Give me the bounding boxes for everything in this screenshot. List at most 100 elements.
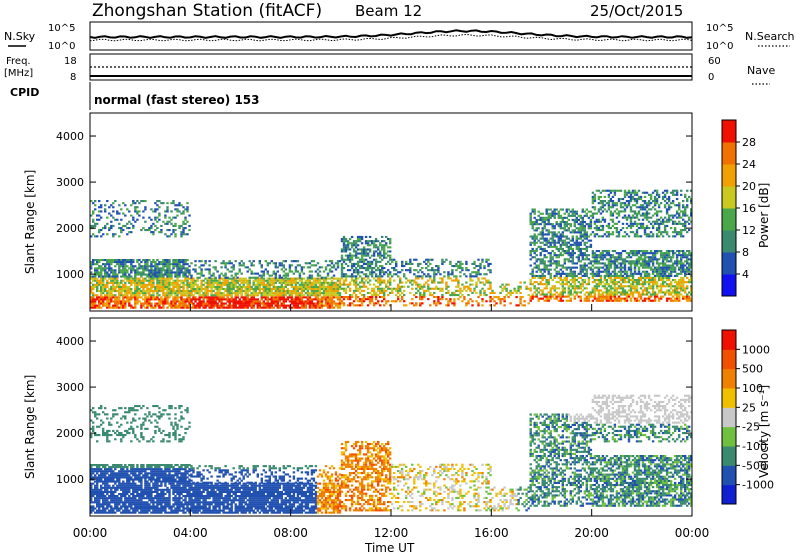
heatmap-cell	[238, 300, 241, 303]
heatmap-cell	[100, 216, 103, 219]
heatmap-cell	[92, 300, 95, 303]
heatmap-cell	[238, 283, 241, 286]
heatmap-cell	[555, 266, 558, 269]
heatmap-cell	[156, 265, 159, 268]
heatmap-cell	[292, 304, 296, 307]
cpid-label: CPID	[10, 86, 39, 99]
heatmap-cell	[551, 293, 554, 296]
heatmap-cell	[124, 283, 127, 286]
heatmap-cell	[647, 285, 651, 288]
heatmap-cell	[364, 242, 368, 245]
heatmap-cell	[603, 220, 607, 223]
heatmap-cell	[423, 260, 426, 263]
heatmap-cell	[326, 296, 330, 299]
heatmap-cell	[150, 279, 153, 282]
heatmap-cell	[635, 250, 639, 253]
heatmap-cell	[537, 227, 540, 230]
heatmap-cell	[174, 285, 177, 288]
heatmap-cell	[114, 261, 117, 264]
heatmap-cell	[162, 277, 165, 280]
heatmap-cell	[114, 296, 117, 299]
heatmap-cell	[535, 260, 538, 263]
heatmap-cell	[166, 235, 169, 238]
heatmap-cell	[278, 290, 281, 293]
heatmap-cell	[595, 272, 599, 275]
heatmap-cell	[607, 297, 611, 300]
heatmap-cell	[425, 281, 428, 284]
heatmap-cell	[545, 279, 548, 282]
heatmap-cell	[615, 208, 619, 211]
heatmap-cell	[621, 270, 625, 273]
heatmap-cell	[557, 295, 560, 298]
heatmap-cell	[427, 275, 430, 278]
heatmap-cell	[228, 283, 231, 286]
heatmap-cell	[262, 300, 265, 303]
heatmap-cell	[591, 254, 595, 257]
heatmap-cell	[184, 233, 187, 236]
heatmap-cell	[611, 279, 615, 282]
heatmap-cell	[585, 247, 588, 250]
heatmap-cell	[174, 265, 177, 268]
heatmap-cell	[204, 302, 207, 305]
heatmap-cell	[306, 298, 310, 301]
heatmap-cell	[543, 237, 546, 240]
heatmap-cell	[609, 191, 613, 194]
heatmap-cell	[379, 304, 382, 307]
heatmap-cell	[449, 260, 452, 263]
heatmap-cell	[423, 296, 426, 299]
heatmap-cell	[623, 270, 627, 273]
heatmap-cell	[142, 292, 145, 295]
heatmap-cell	[356, 260, 360, 263]
heatmap-cell	[168, 304, 171, 307]
heatmap-cell	[433, 296, 436, 299]
heatmap-cell	[230, 266, 233, 269]
heatmap-cell	[202, 300, 205, 303]
heatmap-cell	[148, 279, 151, 282]
heatmap-cell	[383, 287, 386, 290]
heatmap-cell	[144, 229, 147, 232]
heatmap-cell	[168, 283, 171, 286]
heatmap-cell	[186, 300, 189, 303]
heatmap-cell	[607, 272, 611, 275]
heatmap-cell	[362, 283, 366, 286]
heatmap-cell	[100, 285, 103, 288]
heatmap-cell	[481, 258, 484, 261]
heatmap-cell	[635, 233, 639, 236]
heatmap-cell	[160, 263, 163, 266]
heatmap-cell	[623, 208, 627, 211]
heatmap-cell	[358, 258, 362, 261]
heatmap-cell	[162, 300, 165, 303]
heatmap-cell	[591, 289, 595, 292]
heatmap-cell	[563, 295, 566, 298]
heatmap-cell	[555, 223, 558, 226]
heatmap-cell	[601, 252, 605, 255]
heatmap-cell	[647, 272, 651, 275]
heatmap-cell	[465, 289, 468, 292]
heatmap-cell	[364, 254, 368, 257]
heatmap-cell	[110, 220, 113, 223]
heatmap-cell	[142, 294, 145, 297]
heatmap-cell	[445, 281, 448, 284]
heatmap-cell	[593, 206, 597, 209]
heatmap-cell	[389, 281, 392, 284]
heatmap-cell	[601, 202, 605, 205]
heatmap-cell	[134, 220, 137, 223]
heatmap-cell	[595, 212, 599, 215]
heatmap-cell	[142, 267, 145, 270]
heatmap-cell	[200, 296, 203, 299]
heatmap-cell	[98, 273, 101, 276]
heatmap-cell	[587, 299, 591, 302]
heatmap-cell	[330, 292, 334, 295]
heatmap-cell	[258, 277, 261, 280]
heatmap-cell	[595, 299, 599, 302]
heatmap-cell	[477, 271, 480, 274]
heatmap-cell	[601, 256, 605, 259]
heatmap-cell	[298, 264, 302, 267]
heatmap-cell	[134, 304, 137, 307]
heatmap-cell	[433, 271, 436, 274]
heatmap-cell	[104, 294, 107, 297]
heatmap-cell	[128, 220, 131, 223]
heatmap-cell	[232, 283, 235, 286]
heatmap-cell	[557, 247, 560, 250]
heatmap-cell	[533, 241, 536, 244]
